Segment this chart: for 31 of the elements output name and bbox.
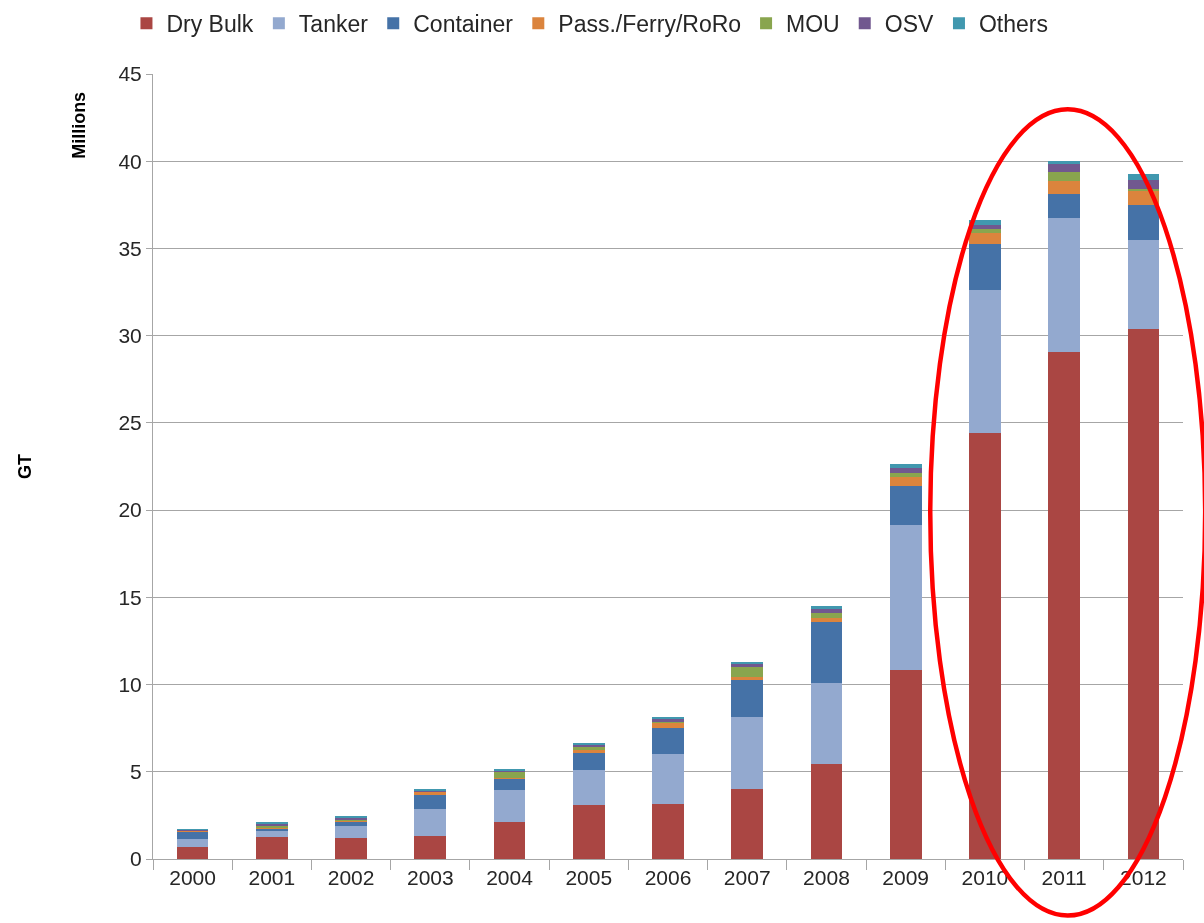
legend-label: Others: [978, 11, 1048, 38]
legend-label: Container: [413, 11, 514, 38]
legend-label: OSV: [884, 11, 934, 38]
x-tick-label: 2006: [644, 866, 692, 890]
y-tick-label: 45: [118, 62, 142, 86]
x-tick-label: 2005: [565, 866, 613, 890]
text: Millions: [68, 91, 89, 159]
legend-label: MOU: [786, 11, 840, 38]
y-tick-label: 30: [118, 324, 142, 348]
x-tick-label: 2002: [327, 866, 375, 890]
y-tick-label: 20: [118, 498, 142, 522]
x-tick-label: 2008: [803, 866, 850, 890]
y-tick-label: 15: [118, 585, 142, 609]
y-tick-label: 35: [118, 236, 142, 260]
x-tick-label: 2011: [1041, 866, 1087, 890]
x-tick-label: 2003: [406, 866, 454, 890]
legend-label: Pass./Ferry/RoRo: [558, 11, 742, 38]
legend-label: Tanker: [298, 11, 369, 38]
x-tick-label: 2010: [961, 866, 1009, 890]
legend-label: Dry Bulk: [166, 11, 254, 38]
y-tick-label: 0: [130, 847, 142, 871]
y-tick-label: 5: [130, 760, 142, 784]
y-tick-label: 25: [118, 411, 142, 435]
y-tick-label: 40: [118, 149, 142, 173]
x-tick-label: 2009: [882, 866, 930, 890]
y-tick-label: 10: [118, 672, 142, 696]
x-tick-label: 2004: [486, 866, 534, 890]
y-axis-title: GT: [14, 454, 35, 479]
x-tick-label: 2000: [169, 866, 216, 890]
x-tick-label: 2001: [248, 866, 296, 890]
x-tick-label: 2007: [723, 866, 771, 890]
